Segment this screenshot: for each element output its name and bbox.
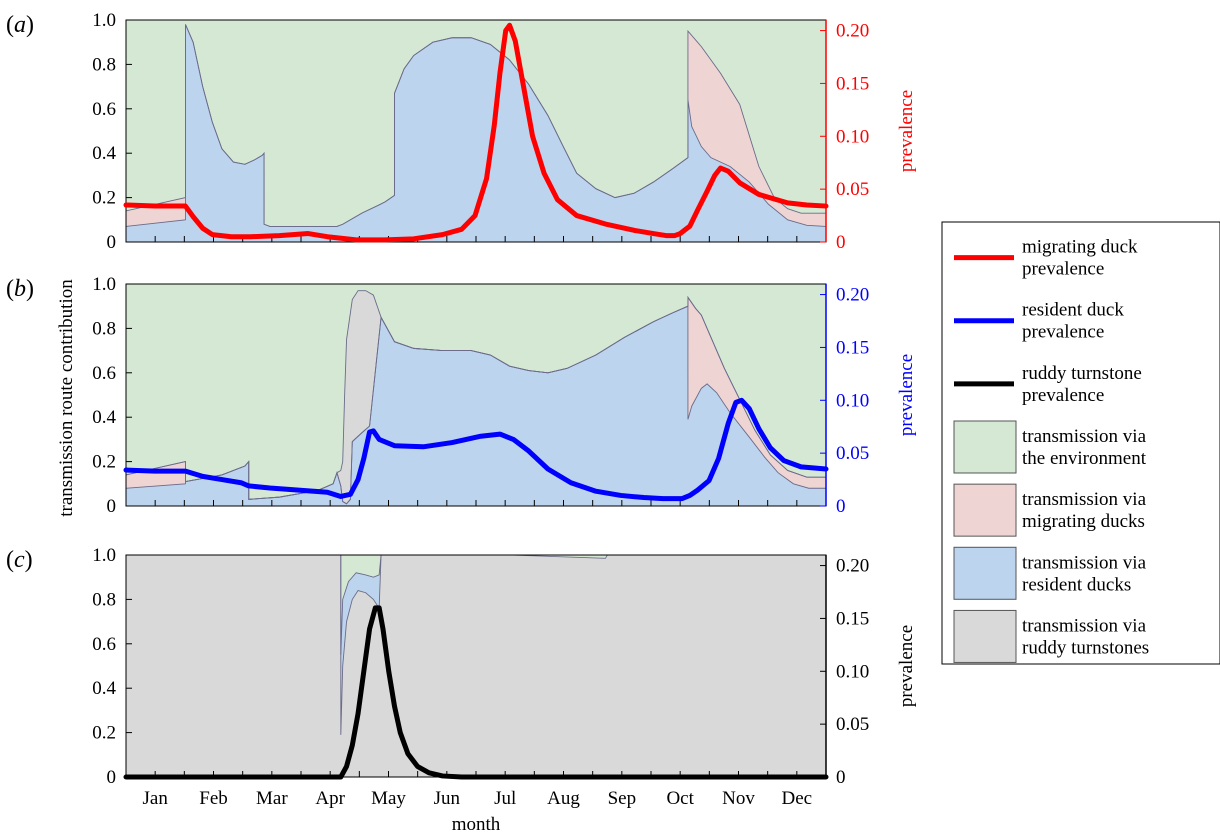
- legend-swatch: [953, 420, 1017, 474]
- panel-label: (b): [6, 276, 34, 302]
- y-tick-label: 0.6: [92, 634, 116, 655]
- y-tick-label: 0.6: [92, 363, 116, 384]
- month-label: May: [371, 788, 406, 809]
- legend-label: prevalence: [1022, 385, 1104, 406]
- y-tick-label: 0.4: [92, 407, 116, 428]
- legend-swatch: [953, 483, 1017, 537]
- legend-label: transmission via: [1022, 552, 1147, 573]
- month-label: Sep: [608, 788, 637, 809]
- turnstone-area: [126, 555, 826, 777]
- panel-a: 0 0.2 0.4 0.6 0.8 1.0 0 0.05 0.10 0.15 0.20 prevale…: [6, 10, 917, 253]
- right-tick-label: 0.05: [836, 443, 869, 464]
- month-label: Nov: [722, 788, 755, 809]
- right-tick-label: 0.05: [836, 714, 869, 735]
- legend-label: migrating ducks: [1022, 511, 1145, 532]
- layer-boundary: [125, 24, 826, 227]
- prevalence-line: [123, 605, 829, 780]
- y-tick-label: 0: [107, 767, 117, 788]
- panel-label: (c): [6, 547, 33, 573]
- legend-label: prevalence: [1022, 322, 1104, 343]
- legend-label: the environment: [1022, 448, 1147, 469]
- month-label: Feb: [199, 788, 228, 809]
- month-label: Jan: [143, 788, 169, 809]
- y-tick-label: 0.6: [92, 99, 116, 120]
- layer-boundary: [125, 290, 826, 500]
- y-tick-label: 1.0: [92, 10, 116, 31]
- resident-area: [126, 24, 826, 242]
- right-tick-label: 0.15: [836, 608, 869, 629]
- layer-boundary: [126, 554, 826, 735]
- legend-label: transmission via: [1022, 426, 1147, 447]
- legend-swatch: [953, 609, 1017, 663]
- right-axis-title: prevalence: [896, 90, 917, 172]
- x-axis-title: month: [452, 814, 501, 835]
- y-tick-label: 0: [107, 496, 117, 517]
- right-tick-label: 0.20: [836, 285, 869, 306]
- right-tick-label: 0.20: [836, 556, 869, 577]
- y-tick-label: 0.8: [92, 54, 116, 75]
- right-tick-label: 0.10: [836, 661, 869, 682]
- prevalence-line: [123, 397, 829, 502]
- month-label: Apr: [315, 788, 345, 809]
- month-label: Jun: [434, 788, 461, 809]
- resident-area: [126, 306, 826, 506]
- right-axis-title: prevalence: [896, 354, 917, 436]
- right-tick-label: 0.15: [836, 73, 869, 94]
- y-tick-label: 0: [107, 232, 117, 253]
- right-tick-label: 0: [836, 767, 846, 788]
- panel-b: 0 0.2 0.4 0.6 0.8 1.0 0 0.05 0.10 0.15 0.20 prevale…: [6, 274, 917, 517]
- right-axis-title: prevalence: [896, 625, 917, 707]
- month-label: Oct: [666, 788, 694, 809]
- legend-label: resident duck: [1022, 300, 1124, 321]
- legend-label: transmission via: [1022, 489, 1147, 510]
- right-tick-label: 0.15: [836, 337, 869, 358]
- legend-label: migrating duck: [1022, 237, 1138, 258]
- month-label: Dec: [782, 788, 813, 809]
- y-tick-label: 0.2: [92, 723, 116, 744]
- y-tick-label: 0.4: [92, 143, 116, 164]
- panel-c: 0 0.2 0.4 0.6 0.8 1.0 0 0.05 0.10 0.15 0.20 prevale…: [6, 545, 917, 809]
- legend-label: transmission via: [1022, 615, 1147, 636]
- panels: 00.20.40.60.81.000.050.100.150.20prevale…: [6, 10, 917, 809]
- right-tick-label: 0.05: [836, 179, 869, 200]
- panel-label: (a): [6, 12, 34, 38]
- prevalence-line: [123, 22, 829, 243]
- layer-boundary: [126, 554, 826, 655]
- legend-label: resident ducks: [1022, 574, 1131, 595]
- y-tick-label: 1.0: [92, 274, 116, 295]
- right-tick-label: 0: [836, 232, 846, 253]
- right-tick-label: 0.10: [836, 126, 869, 147]
- y-tick-label: 0.2: [92, 452, 116, 473]
- y-axis-title: transmission route contribution: [56, 279, 77, 517]
- legend-swatch: [953, 546, 1017, 600]
- y-tick-label: 0.8: [92, 318, 116, 339]
- y-tick-label: 0.4: [92, 678, 116, 699]
- month-label: Aug: [547, 788, 580, 809]
- y-tick-label: 1.0: [92, 545, 116, 566]
- legend-label: ruddy turnstones: [1022, 637, 1149, 658]
- right-tick-label: 0.10: [836, 390, 869, 411]
- y-tick-label: 0.2: [92, 188, 116, 209]
- right-tick-label: 0: [836, 496, 846, 517]
- month-label: Jul: [494, 788, 516, 809]
- right-tick-label: 0.20: [836, 21, 869, 42]
- y-tick-label: 0.8: [92, 589, 116, 610]
- legend-label: ruddy turnstone: [1022, 363, 1142, 384]
- month-label: Mar: [256, 788, 288, 809]
- environment-area: [340, 555, 382, 655]
- legend-label: prevalence: [1022, 259, 1104, 280]
